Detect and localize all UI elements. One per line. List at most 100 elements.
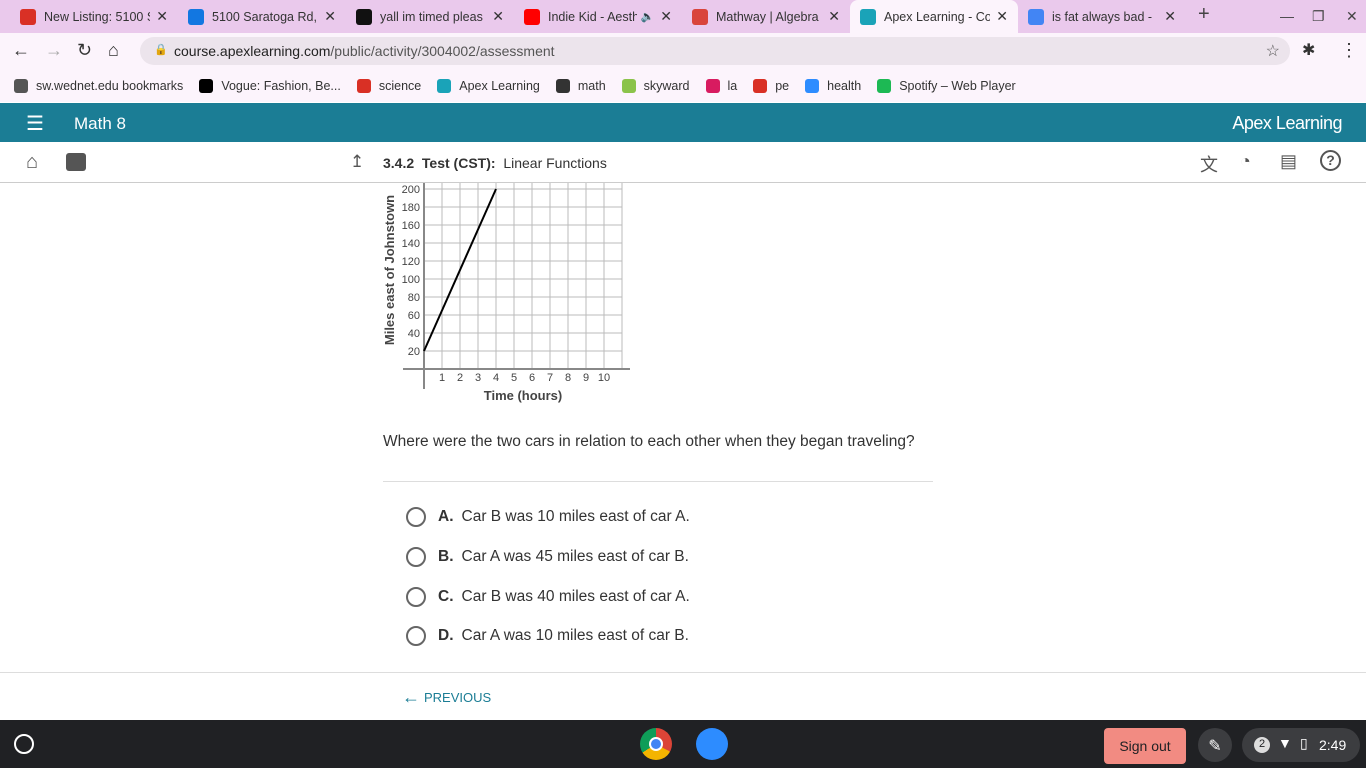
close-tab-icon[interactable]: ✕: [324, 8, 336, 24]
radio-button[interactable]: [406, 507, 426, 527]
close-window-button[interactable]: ✕: [1346, 8, 1358, 24]
bookmark-label: science: [378, 78, 422, 93]
browser-tab[interactable]: is fat always bad - ✕: [1018, 0, 1186, 33]
course-header: ☰ Math 8 Apex Learning: [0, 103, 1366, 142]
close-tab-icon[interactable]: ✕: [1164, 8, 1176, 24]
status-tray[interactable]: 2 ▼ ▯ 2:49: [1242, 728, 1360, 762]
battery-icon: ▯: [1300, 735, 1308, 751]
google-icon: [1028, 8, 1044, 25]
gmail-icon: [20, 8, 36, 25]
answer-option[interactable]: A. Car B was 10 miles east of car A.: [406, 507, 690, 527]
audio-icon[interactable]: 🔈: [640, 11, 655, 23]
star-icon[interactable]: ☆: [1265, 43, 1280, 60]
x-tick-label: 7: [547, 372, 553, 384]
answer-option[interactable]: C. Car B was 40 miles east of car A.: [406, 587, 690, 607]
help-icon[interactable]: ?: [1320, 150, 1341, 171]
notification-badge: 2: [1254, 737, 1270, 753]
translate-icon[interactable]: 文: [1200, 155, 1218, 175]
bookmark[interactable]: Spotify – Web Player: [877, 78, 1016, 93]
previous-button[interactable]: ← PREVIOUS: [402, 687, 491, 708]
home-icon[interactable]: ⌂: [26, 151, 39, 173]
bookmark-label: Apex Learning: [459, 78, 540, 93]
brainly-icon: [356, 8, 372, 25]
radio-button[interactable]: [406, 547, 426, 567]
bookmark-icon: [199, 78, 214, 93]
tab-title: is fat always bad -: [1052, 9, 1153, 24]
briefcase-icon[interactable]: [66, 153, 86, 171]
tab-strip: New Listing: 5100 S ✕ 5100 Saratoga Rd, ✕ ya…: [0, 0, 1366, 33]
bookmark-icon: [356, 78, 371, 93]
menu-list-icon[interactable]: ☰: [26, 113, 44, 135]
extensions-icon[interactable]: ✱: [1302, 42, 1316, 59]
y-tick-label: 140: [402, 238, 420, 250]
option-letter: D.: [438, 627, 454, 644]
browser-tab[interactable]: Apex Learning - Co ✕: [850, 0, 1018, 33]
bookmarks-bar: sw.wednet.edu bookmarks Vogue: Fashion, B…: [0, 69, 1366, 102]
y-tick-label: 120: [402, 256, 420, 268]
bookmark[interactable]: skyward: [621, 78, 690, 93]
clock: 2:49: [1319, 737, 1347, 753]
previous-label: PREVIOUS: [424, 690, 492, 705]
reload-icon[interactable]: ↻: [77, 40, 93, 60]
bookmark-label: la: [727, 78, 738, 93]
option-letter: C.: [438, 588, 454, 605]
answer-option[interactable]: D. Car A was 10 miles east of car B.: [406, 626, 689, 646]
os-shelf: Sign out ✎ 2 ▼ ▯ 2:49: [0, 720, 1366, 768]
bookmark-icon: [705, 78, 720, 93]
radio-button[interactable]: [406, 626, 426, 646]
zoom-app-icon[interactable]: [696, 728, 728, 760]
browser-tab[interactable]: New Listing: 5100 S ✕: [10, 0, 178, 33]
browser-tab[interactable]: Mathway | Algebra ✕: [682, 0, 850, 33]
restore-button[interactable]: ❐: [1312, 8, 1325, 24]
browser-tab[interactable]: 5100 Saratoga Rd, ✕: [178, 0, 346, 33]
up-arrow-icon[interactable]: ↥: [350, 152, 365, 171]
stylus-icon[interactable]: ✎: [1198, 728, 1232, 762]
zillow-icon: [188, 8, 204, 25]
x-tick-label: 4: [493, 372, 499, 384]
tab-title: Apex Learning - Co: [884, 9, 991, 24]
launcher-icon[interactable]: [14, 734, 34, 754]
line-graph: 1 2 3 4 5 6 7 8 9 10 20 40 60 80 100 120 140 160 180 200 Tim…: [382, 183, 630, 403]
bookmark[interactable]: health: [805, 78, 861, 93]
address-bar[interactable]: 🔒 course.apexlearning.com/public/activit…: [140, 37, 1290, 65]
option-text: Car B was 40 miles east of car A.: [461, 588, 690, 605]
tab-title: Mathway | Algebra: [716, 9, 819, 24]
menu-icon[interactable]: ⋮: [1340, 40, 1358, 60]
bookmark[interactable]: la: [705, 78, 738, 93]
browser-toolbar: ← → ↻ ⌂ 🔒 course.apexlearning.com/public…: [0, 33, 1366, 69]
back-icon[interactable]: ←: [12, 40, 30, 60]
bookmark[interactable]: Apex Learning: [437, 78, 540, 93]
x-axis-label: Time (hours): [484, 388, 563, 403]
url-path: /public/activity/3004002/assessment: [330, 43, 555, 59]
chrome-icon[interactable]: [640, 728, 672, 760]
read-aloud-icon[interactable]: ◔: [1240, 151, 1251, 171]
x-tick-label: 2: [457, 372, 463, 384]
browser-tab[interactable]: yall im timed pleas ✕: [346, 0, 514, 33]
sign-out-button[interactable]: Sign out: [1104, 728, 1186, 764]
course-title: Math 8: [74, 114, 126, 133]
browser-tab[interactable]: Indie Kid - Aesthe 🔈 ✕: [514, 0, 682, 33]
close-tab-icon[interactable]: ✕: [156, 8, 168, 24]
close-tab-icon[interactable]: ✕: [492, 8, 504, 24]
bookmark[interactable]: pe: [753, 78, 789, 93]
y-tick-label: 200: [402, 184, 420, 196]
bookmark-label: Spotify – Web Player: [899, 78, 1016, 93]
close-tab-icon[interactable]: ✕: [828, 8, 840, 24]
bookmark-icon: [805, 78, 820, 93]
new-tab-button[interactable]: +: [1198, 3, 1210, 25]
bookmark-icon: [753, 78, 768, 93]
radio-button[interactable]: [406, 587, 426, 607]
bookmark[interactable]: Vogue: Fashion, Be...: [199, 78, 341, 93]
close-tab-icon[interactable]: ✕: [660, 8, 672, 24]
bookmark[interactable]: science: [356, 78, 422, 93]
minimize-button[interactable]: —: [1280, 8, 1294, 24]
close-tab-icon[interactable]: ✕: [996, 8, 1008, 24]
forward-icon[interactable]: →: [45, 40, 63, 60]
answer-option[interactable]: B. Car A was 45 miles east of car B.: [406, 547, 689, 567]
bookmark[interactable]: math: [555, 78, 606, 93]
bookmark-icon: [877, 78, 892, 93]
home-icon[interactable]: ⌂: [108, 40, 119, 60]
bookmark[interactable]: sw.wednet.edu bookmarks: [14, 78, 183, 93]
bookmark-icon: [555, 78, 570, 93]
print-icon[interactable]: ▤: [1280, 151, 1298, 171]
